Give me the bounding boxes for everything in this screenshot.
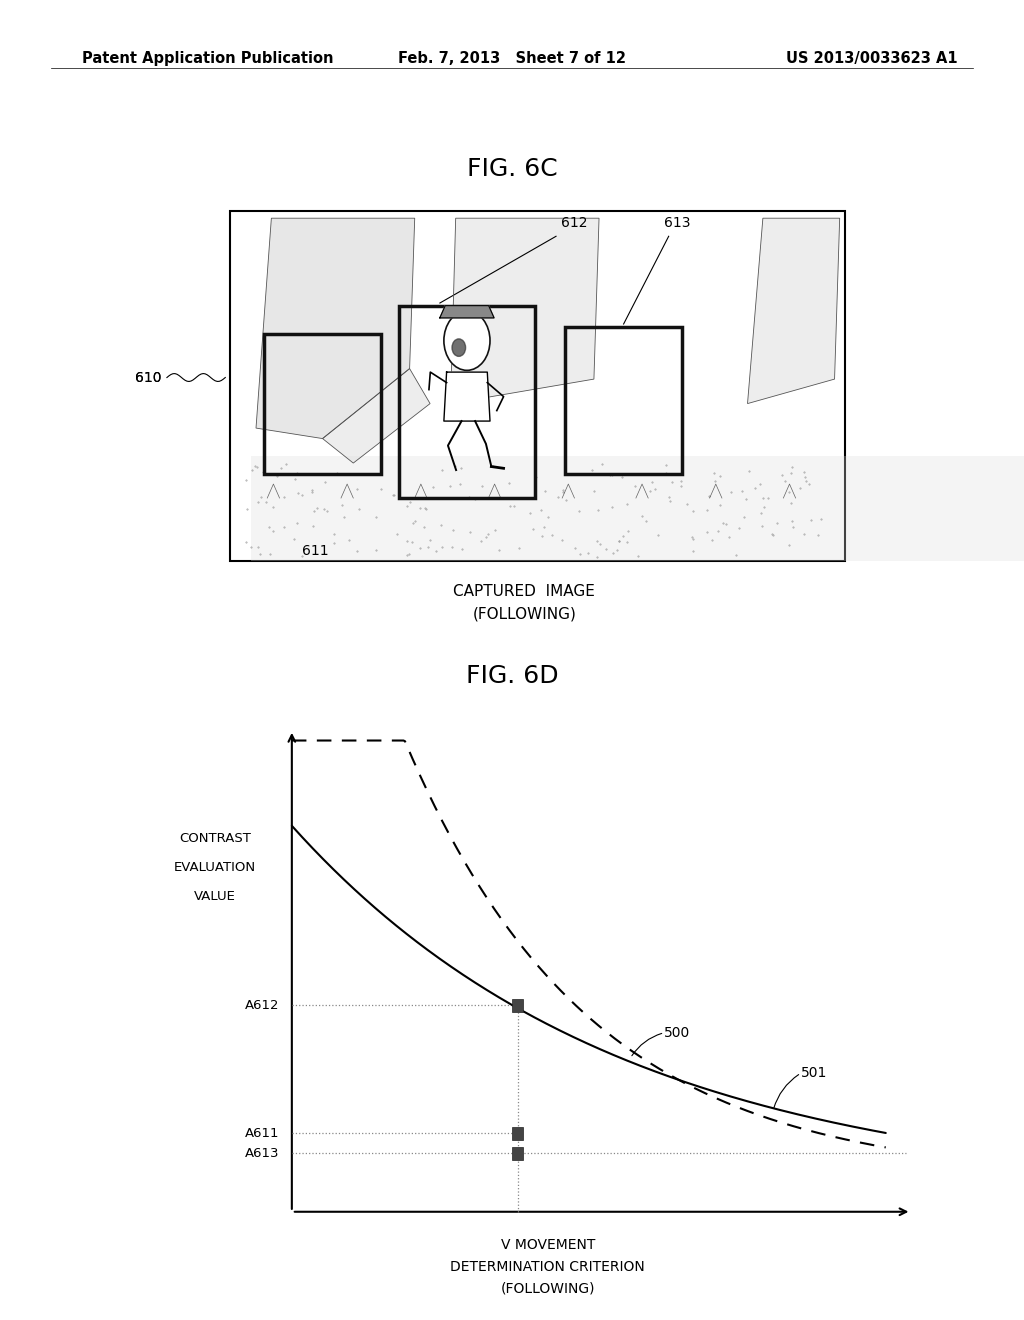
- Circle shape: [452, 339, 466, 356]
- Text: FIG. 6C: FIG. 6C: [467, 157, 557, 181]
- Polygon shape: [323, 368, 430, 463]
- Bar: [512, 1126, 522, 1139]
- Text: 501: 501: [801, 1067, 827, 1080]
- Text: FIG. 6D: FIG. 6D: [466, 664, 558, 688]
- Text: US 2013/0033623 A1: US 2013/0033623 A1: [785, 51, 957, 66]
- Text: EVALUATION: EVALUATION: [174, 861, 256, 874]
- Text: CAPTURED  IMAGE: CAPTURED IMAGE: [454, 583, 595, 599]
- Bar: [565, 326, 682, 474]
- Text: (FOLLOWING): (FOLLOWING): [501, 1282, 595, 1295]
- Bar: [512, 1147, 522, 1160]
- Polygon shape: [439, 306, 494, 318]
- Bar: [230, 211, 845, 561]
- Polygon shape: [451, 218, 599, 404]
- Text: 611: 611: [302, 544, 329, 558]
- Text: Feb. 7, 2013   Sheet 7 of 12: Feb. 7, 2013 Sheet 7 of 12: [398, 51, 626, 66]
- Polygon shape: [251, 457, 1024, 561]
- Text: V MOVEMENT: V MOVEMENT: [501, 1238, 595, 1251]
- Text: A611: A611: [245, 1127, 280, 1139]
- Bar: [399, 306, 535, 498]
- Polygon shape: [443, 372, 490, 421]
- Text: CONTRAST: CONTRAST: [179, 832, 251, 845]
- Polygon shape: [256, 218, 415, 438]
- Text: VALUE: VALUE: [195, 890, 236, 903]
- Text: 500: 500: [665, 1026, 690, 1040]
- Text: 613: 613: [664, 215, 690, 230]
- Polygon shape: [748, 218, 840, 404]
- Text: 612: 612: [561, 215, 588, 230]
- Bar: [264, 334, 381, 474]
- Text: 610: 610: [135, 371, 162, 384]
- Text: 610: 610: [135, 371, 162, 384]
- Text: DETERMINATION CRITERION: DETERMINATION CRITERION: [451, 1261, 645, 1274]
- Text: Patent Application Publication: Patent Application Publication: [82, 51, 334, 66]
- Text: A613: A613: [245, 1147, 280, 1160]
- Text: A612: A612: [245, 999, 280, 1012]
- Text: (FOLLOWING): (FOLLOWING): [472, 606, 577, 622]
- Circle shape: [443, 312, 490, 371]
- Bar: [512, 999, 522, 1012]
